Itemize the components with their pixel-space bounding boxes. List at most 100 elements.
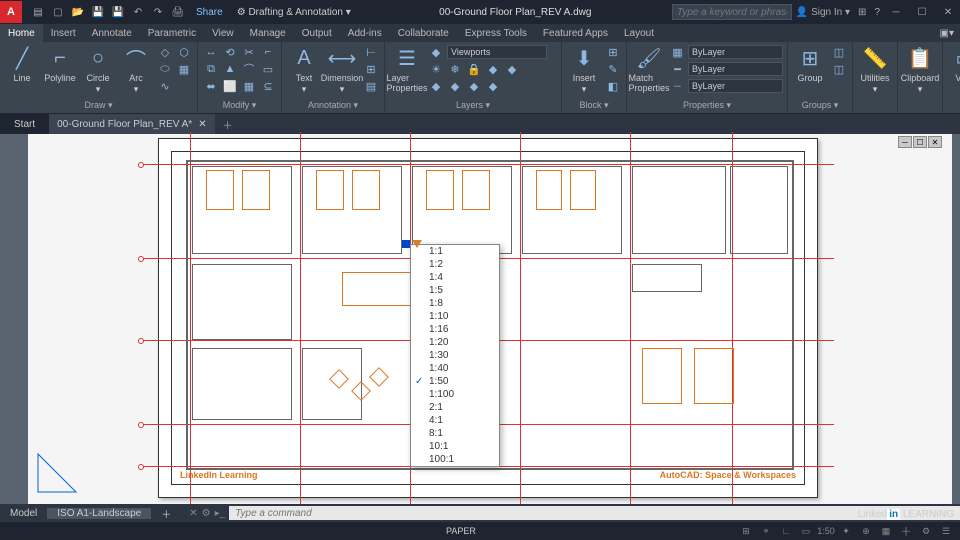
start-tab[interactable]: Start [0, 114, 49, 134]
group-icon[interactable]: ◫ [830, 61, 848, 77]
status-scale[interactable]: 1:50 [818, 524, 834, 538]
view-button[interactable]: ▭View▾ [947, 44, 960, 95]
group-icon[interactable]: ◫ [830, 44, 848, 60]
status-icon[interactable]: ☰ [938, 524, 954, 538]
space-toggle[interactable]: PAPER [446, 526, 476, 536]
trim-icon[interactable]: ✂ [240, 44, 258, 60]
line-tool[interactable]: ╱Line [4, 44, 40, 83]
utilities-button[interactable]: 📏Utilities▾ [857, 44, 893, 95]
polyline-tool[interactable]: ⌐Polyline [42, 44, 78, 83]
scale-option[interactable]: 1:40 [411, 362, 499, 375]
scale-option[interactable]: 1:50 [411, 375, 499, 388]
scale-option[interactable]: 1:20 [411, 336, 499, 349]
close-icon[interactable]: ✕ [936, 2, 960, 22]
block-icon[interactable]: ⊞ [604, 44, 622, 60]
tab-view[interactable]: View [204, 24, 242, 42]
tab-manage[interactable]: Manage [242, 24, 294, 42]
tab-output[interactable]: Output [294, 24, 340, 42]
workspace-selector[interactable]: ⚙ Drafting & Annotation ▾ [237, 7, 351, 18]
status-icon[interactable]: ⚙ [918, 524, 934, 538]
tool-icon[interactable]: ▭ [259, 61, 277, 77]
tab-annotate[interactable]: Annotate [84, 24, 140, 42]
group-button[interactable]: ⊞Group [792, 44, 828, 83]
scale-option[interactable]: 100:1 [411, 453, 499, 466]
scale-option[interactable]: 1:2 [411, 258, 499, 271]
scale-option[interactable]: 1:30 [411, 349, 499, 362]
clipboard-button[interactable]: 📋Clipboard▾ [902, 44, 938, 95]
insert-button[interactable]: ⬇Insert▾ [566, 44, 602, 95]
layer-tool-icon[interactable]: ◆ [484, 61, 502, 77]
status-icon[interactable]: ∟ [778, 524, 794, 538]
qat-saveas-icon[interactable]: 💾 [110, 4, 126, 20]
scale-option[interactable]: 1:100 [411, 388, 499, 401]
status-icon[interactable]: ⊞ [738, 524, 754, 538]
scale-option[interactable]: 1:16 [411, 323, 499, 336]
lineweight-icon[interactable]: ━ [669, 61, 686, 77]
tab-insert[interactable]: Insert [43, 24, 84, 42]
vp-max-icon[interactable]: ☐ [913, 136, 927, 148]
vp-close-icon[interactable]: ✕ [928, 136, 942, 148]
tab-featured[interactable]: Featured Apps [535, 24, 616, 42]
add-layout-button[interactable]: ＋ [151, 506, 181, 521]
block-icon[interactable]: ✎ [604, 61, 622, 77]
qat-undo-icon[interactable]: ↶ [130, 4, 146, 20]
layer-icon[interactable]: ◆ [427, 44, 445, 60]
mirror-icon[interactable]: ▲ [221, 61, 239, 77]
color-swatch-icon[interactable]: ▦ [669, 44, 686, 60]
status-icon[interactable]: ⊕ [858, 524, 874, 538]
tab-layout[interactable]: Layout [616, 24, 662, 42]
cmd-close-icon[interactable]: ✕ [189, 508, 197, 519]
layer-tool-icon[interactable]: ◆ [484, 78, 502, 94]
layer-selector[interactable]: Viewports [447, 45, 547, 59]
scale-option[interactable]: 10:1 [411, 440, 499, 453]
qat-open-icon[interactable]: 📂 [70, 4, 86, 20]
scale-option[interactable]: 1:1 [411, 245, 499, 258]
qat-plot-icon[interactable]: 🖨 [170, 4, 186, 20]
qat-redo-icon[interactable]: ↷ [150, 4, 166, 20]
arc-tool[interactable]: ⌒Arc▾ [118, 44, 154, 95]
anno-icon[interactable]: ⊞ [362, 61, 380, 77]
maximize-icon[interactable]: ☐ [910, 2, 934, 22]
match-properties-button[interactable]: 🖌Match Properties [631, 44, 667, 93]
status-icon[interactable]: ✦ [838, 524, 854, 538]
tab-express[interactable]: Express Tools [457, 24, 535, 42]
draw-small-icon[interactable]: ▦ [175, 61, 193, 77]
anno-icon[interactable]: ⊢ [362, 44, 380, 60]
layer-tool-icon[interactable]: ◆ [465, 78, 483, 94]
tab-close-icon[interactable]: ✕ [198, 119, 206, 130]
lineweight-selector[interactable]: ByLayer [688, 62, 783, 76]
help-search-input[interactable] [672, 4, 792, 20]
document-tab[interactable]: 00-Ground Floor Plan_REV A*✕ [49, 114, 214, 134]
tool-icon[interactable]: ⌐ [259, 44, 277, 60]
text-tool[interactable]: AText▾ [286, 44, 322, 95]
linetype-icon[interactable]: ┄ [669, 78, 686, 94]
layer-tool-icon[interactable]: ◆ [427, 78, 445, 94]
tab-home[interactable]: Home [0, 24, 43, 42]
scale-option[interactable]: 1:10 [411, 310, 499, 323]
model-tab[interactable]: Model [0, 508, 47, 519]
anno-icon[interactable]: ▤ [362, 78, 380, 94]
scale-icon[interactable]: ⬜ [221, 78, 239, 94]
array-icon[interactable]: ▦ [240, 78, 258, 94]
scale-option[interactable]: 1:8 [411, 297, 499, 310]
status-icon[interactable]: 十 [898, 524, 914, 538]
copy-icon[interactable]: ⧉ [202, 61, 220, 77]
scale-option[interactable]: 2:1 [411, 401, 499, 414]
qat-new-icon[interactable]: ▢ [50, 4, 66, 20]
share-button[interactable]: Share [196, 7, 223, 18]
qat-save-icon[interactable]: 💾 [90, 4, 106, 20]
draw-small-icon[interactable]: ∿ [156, 78, 174, 94]
draw-small-icon[interactable]: ⬡ [175, 44, 193, 60]
layer-tool-icon[interactable]: ☀ [427, 61, 445, 77]
app-logo[interactable]: A [0, 1, 22, 23]
move-icon[interactable]: ↔ [202, 44, 220, 60]
circle-tool[interactable]: ○Circle▾ [80, 44, 116, 95]
scale-option[interactable]: 8:1 [411, 427, 499, 440]
autodesk-icon[interactable]: ⊞ [858, 7, 866, 18]
vp-min-icon[interactable]: ─ [898, 136, 912, 148]
fillet-icon[interactable]: ⌒ [240, 61, 258, 77]
minimize-icon[interactable]: ─ [884, 2, 908, 22]
status-icon[interactable]: ⌖ [758, 524, 774, 538]
draw-small-icon[interactable]: ⬭ [156, 61, 174, 77]
qat-menu-icon[interactable]: ▤ [30, 4, 46, 20]
